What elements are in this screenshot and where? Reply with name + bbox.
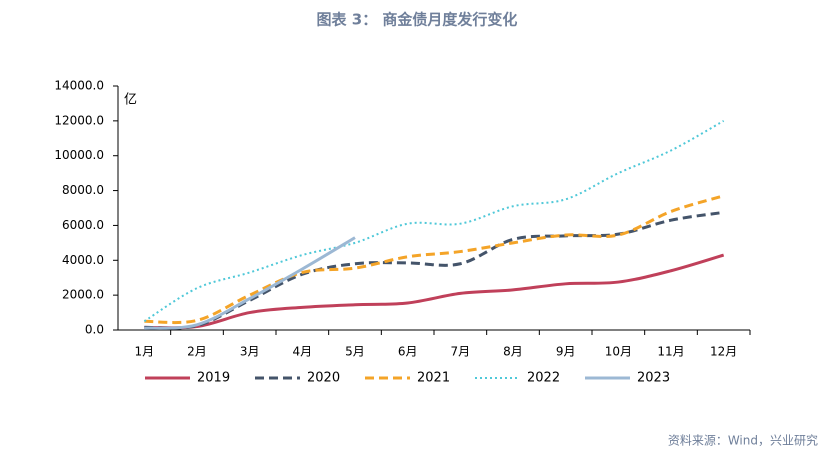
x-tick-label: 7月	[451, 345, 471, 359]
y-tick-label: 14000.0	[54, 79, 104, 93]
x-tick-label: 1月	[135, 345, 155, 359]
y-tick-label: 0.0	[85, 323, 104, 337]
x-tick-label: 12月	[710, 345, 737, 359]
x-tick-label: 5月	[345, 345, 365, 359]
x-tick-label: 11月	[657, 345, 684, 359]
chart-title: 图表 3： 商金债月度发行变化	[317, 11, 518, 29]
y-unit: 亿	[124, 93, 137, 108]
x-tick-label: 9月	[556, 345, 576, 359]
y-tick-label: 6000.0	[62, 218, 104, 232]
legend-label: 2023	[637, 371, 670, 386]
y-tick-label: 10000.0	[54, 148, 104, 162]
legend-label: 2019	[197, 371, 230, 386]
y-tick-label: 4000.0	[62, 253, 104, 267]
y-tick-label: 8000.0	[62, 183, 104, 197]
legend-label: 2021	[417, 371, 450, 386]
series-line	[143, 119, 725, 323]
series-line	[144, 253, 725, 330]
x-tick-label: 3月	[240, 345, 260, 359]
legend-label: 2020	[307, 371, 340, 386]
x-tick-label: 6月	[398, 345, 418, 359]
x-tick-label: 4月	[293, 345, 313, 359]
y-tick-label: 12000.0	[54, 113, 104, 127]
y-tick-label: 2000.0	[62, 288, 104, 302]
x-tick-label: 8月	[503, 345, 523, 359]
series-line	[144, 236, 356, 330]
x-tick-label: 10月	[605, 345, 632, 359]
legend-label: 2022	[527, 371, 560, 386]
source-note: 资料来源：Wind，兴业研究	[668, 433, 818, 448]
x-tick-label: 2月	[187, 345, 207, 359]
series-line	[144, 194, 725, 325]
